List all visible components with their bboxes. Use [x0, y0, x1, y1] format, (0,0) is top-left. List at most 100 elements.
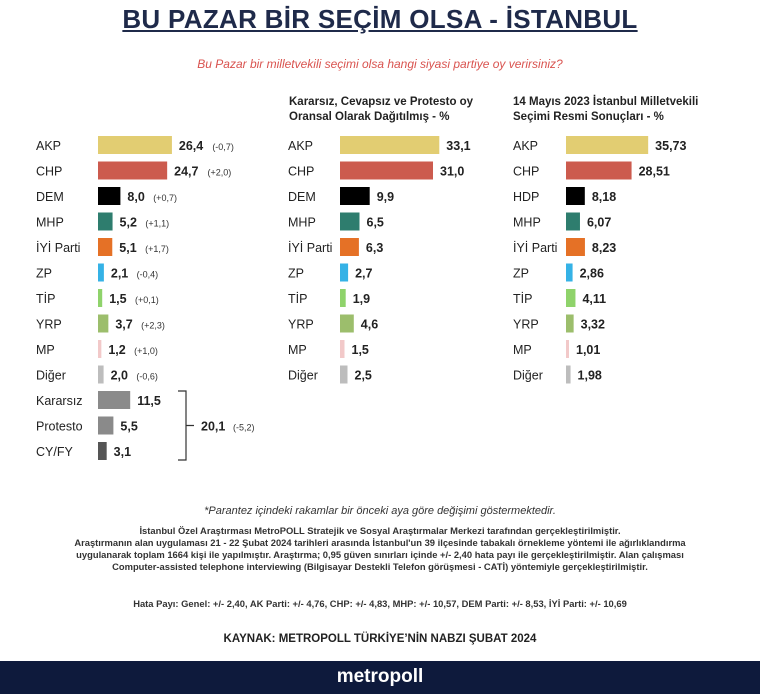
value-label: 8,23: [592, 241, 616, 255]
bar: [566, 238, 585, 256]
category-label: Diğer: [36, 369, 66, 383]
bar: [98, 289, 103, 307]
value-label: 3,1: [114, 445, 131, 459]
category-label: MP: [288, 343, 307, 357]
bracket-change-label: (-5,2): [233, 423, 255, 433]
bar: [566, 314, 574, 333]
source-line: KAYNAK: METROPOLL TÜRKİYE’NİN NABZI ŞUBA…: [223, 633, 537, 645]
bar: [340, 187, 370, 205]
category-label: İYİ Parti: [36, 241, 80, 255]
bar: [566, 340, 569, 358]
value-label: 2,5: [355, 369, 372, 383]
value-label: 4,11: [582, 292, 606, 306]
panel-3-title: 14 Mayıs 2023 İstanbul Milletvekili Seçi…: [513, 96, 699, 123]
change-label: (+2,0): [208, 168, 232, 178]
value-label: 11,5: [137, 394, 161, 408]
change-label: (+0,1): [135, 295, 159, 305]
category-label: ZP: [513, 267, 529, 281]
category-label: CHP: [513, 165, 539, 179]
category-label: HDP: [513, 190, 539, 204]
bar: [98, 314, 109, 333]
value-label: 6,3: [366, 241, 383, 255]
methodology-line: uygulanarak toplam 1664 kişi ile yapılmı…: [76, 549, 684, 560]
value-label: 4,6: [361, 318, 378, 332]
methodology-line: İstanbul Özel Araştırması MetroPOLL Stra…: [139, 525, 621, 536]
category-label: MHP: [513, 216, 541, 230]
value-label: 2,86: [580, 267, 604, 281]
footer-bar: [0, 661, 760, 694]
category-label: TİP: [288, 292, 307, 306]
bar: [98, 340, 102, 358]
change-label: (+1,0): [134, 346, 158, 356]
bar: [340, 263, 349, 282]
value-label: 1,5: [352, 343, 369, 357]
change-label: (-0,7): [212, 142, 234, 152]
category-label: YRP: [513, 318, 539, 332]
bar: [566, 136, 649, 154]
category-label: DEM: [288, 190, 316, 204]
survey-question: Bu Pazar bir milletvekili seçimi olsa ha…: [197, 57, 563, 71]
value-label: 33,1: [446, 139, 470, 153]
category-label: MP: [513, 343, 532, 357]
bar: [98, 365, 104, 384]
methodology-text: İstanbul Özel Araştırması MetroPOLL Stra…: [20, 525, 740, 573]
value-label: 2,7: [355, 267, 372, 281]
bar: [98, 187, 121, 205]
bar: [566, 365, 571, 384]
category-label: MHP: [36, 216, 64, 230]
bracket: [178, 390, 194, 461]
bar: [566, 161, 632, 180]
category-label: Kararsız: [36, 394, 83, 408]
change-note: *Parantez içindeki rakamlar bir önceki a…: [204, 505, 556, 517]
category-label: ZP: [288, 267, 304, 281]
value-label: 24,7: [174, 165, 198, 179]
category-label: AKP: [36, 139, 61, 153]
bar: [340, 314, 354, 333]
value-label: 8,0: [127, 190, 144, 204]
page-title: BU PAZAR BİR SEÇİM OLSA - İSTANBUL: [122, 4, 638, 34]
bar: [340, 212, 360, 231]
bar: [566, 263, 573, 282]
category-label: MP: [36, 343, 55, 357]
bar: [340, 340, 345, 358]
change-label: (+1,7): [145, 244, 169, 254]
category-label: Diğer: [513, 369, 543, 383]
category-label: CY/FY: [36, 445, 73, 459]
value-label: 2,1: [111, 267, 128, 281]
value-label: 26,4: [179, 139, 203, 153]
value-label: 6,5: [367, 216, 384, 230]
category-label: Diğer: [288, 369, 318, 383]
category-label: MHP: [288, 216, 316, 230]
methodology-line: Computer-assisted telephone interviewing…: [112, 561, 648, 572]
value-label: 1,9: [353, 292, 370, 306]
bar: [98, 238, 113, 256]
category-label: YRP: [288, 318, 314, 332]
chart-area: AKP 26,4 (-0,7) CHP 24,7 (+2,0) DEM 8,0 (+0,7) MH…: [36, 136, 687, 461]
bar: [566, 289, 576, 307]
category-label: TİP: [513, 292, 532, 306]
value-label: 8,18: [592, 190, 616, 204]
change-label: (+0,7): [153, 193, 177, 203]
error-margins: Hata Payı: Genel: +/- 2,40, AK Parti: +/…: [133, 598, 627, 609]
bar: [98, 136, 172, 154]
value-label: 1,5: [109, 292, 126, 306]
bar: [98, 263, 104, 282]
value-label: 1,01: [576, 343, 600, 357]
bar: [340, 289, 346, 307]
value-label: 3,7: [115, 318, 132, 332]
value-label: 35,73: [655, 139, 686, 153]
category-label: CHP: [36, 165, 62, 179]
value-label: 5,2: [120, 216, 137, 230]
value-label: 28,51: [639, 165, 670, 179]
value-label: 6,07: [587, 216, 611, 230]
bar: [340, 365, 348, 384]
category-label: İYİ Parti: [513, 241, 557, 255]
methodology-line: Araştırmanın alan uygulaması 21 - 22 Şub…: [74, 537, 686, 548]
category-label: AKP: [513, 139, 538, 153]
change-label: (+1,1): [145, 219, 169, 229]
category-label: TİP: [36, 292, 55, 306]
value-label: 9,9: [377, 190, 394, 204]
bar: [98, 212, 113, 231]
change-label: (-0,4): [137, 270, 159, 280]
change-label: (-0,6): [136, 372, 158, 382]
